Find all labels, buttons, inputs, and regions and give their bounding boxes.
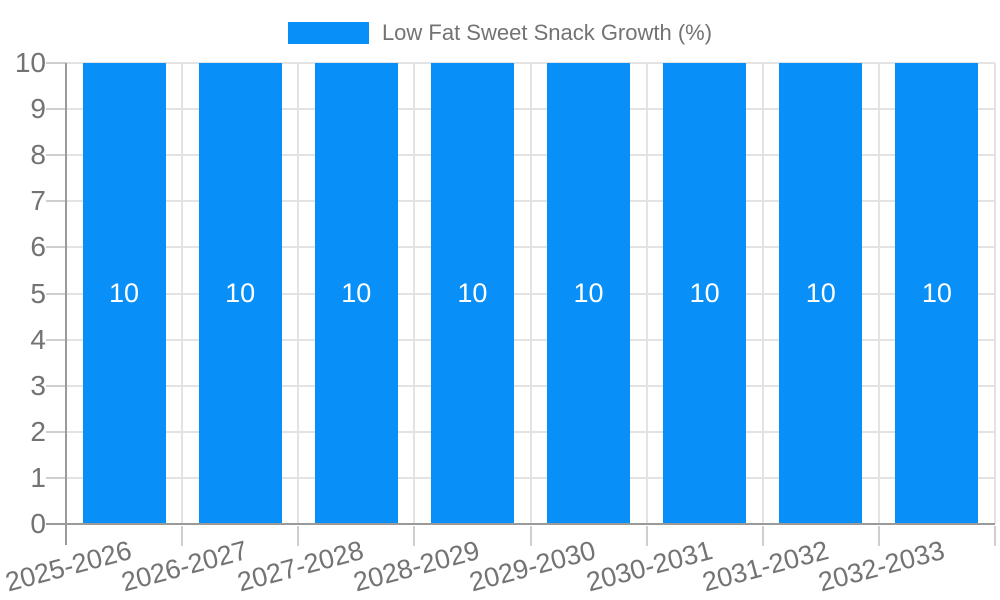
x-tick-label: 2031-2032 <box>698 535 832 598</box>
legend-swatch-icon <box>287 22 369 44</box>
x-tick-label: 2027-2028 <box>234 535 367 598</box>
bar-value-label: 10 <box>457 278 488 308</box>
y-tick-label: 0 <box>30 508 46 539</box>
bar-value-label: 10 <box>805 278 836 308</box>
x-tick-label: 2025-2026 <box>2 535 135 598</box>
x-tick-label: 2029-2030 <box>466 535 600 598</box>
bar[interactable]: 10 <box>314 63 398 524</box>
y-axis-line <box>65 63 67 545</box>
y-tick-label: 9 <box>30 93 46 125</box>
x-axis-line <box>46 523 995 525</box>
x-tick-label: 2028-2029 <box>350 535 483 598</box>
x-axis-tick <box>761 526 764 546</box>
bar-value-label: 10 <box>225 278 256 308</box>
bar[interactable]: 10 <box>198 63 282 524</box>
legend[interactable]: Low Fat Sweet Snack Growth (%) <box>0 20 1000 46</box>
y-axis-tick <box>46 200 66 203</box>
y-axis-tick <box>46 246 66 249</box>
x-tick-label: 2032-2033 <box>814 535 948 598</box>
bar[interactable]: 10 <box>82 63 166 524</box>
x-axis-tick <box>877 526 880 546</box>
gridline-vertical <box>994 63 996 524</box>
y-tick-label: 6 <box>30 231 46 263</box>
x-axis-tick <box>645 526 648 546</box>
gridline-vertical <box>877 63 880 524</box>
x-tick-label: 2026-2027 <box>118 535 251 598</box>
gridline-vertical <box>297 63 300 524</box>
bar[interactable]: 10 <box>663 63 747 524</box>
gridline-vertical <box>761 63 764 524</box>
y-tick-label: 5 <box>30 277 46 309</box>
bar[interactable]: 10 <box>430 63 514 524</box>
gridline-vertical <box>181 63 184 524</box>
bar[interactable]: 10 <box>895 63 979 524</box>
y-tick-label: 1 <box>30 461 46 493</box>
y-axis-tick <box>46 430 66 433</box>
bar-value-label: 10 <box>573 278 604 308</box>
x-axis-tick <box>529 526 532 546</box>
y-axis-tick <box>46 292 66 295</box>
bar-value-label: 10 <box>921 278 952 308</box>
y-axis-tick <box>46 108 66 111</box>
y-axis-tick <box>46 476 66 479</box>
legend-label: Low Fat Sweet Snack Growth (%) <box>381 20 713 45</box>
bar[interactable]: 10 <box>779 63 863 524</box>
y-tick-label: 7 <box>30 185 46 217</box>
gridline-vertical <box>645 63 648 524</box>
y-tick-label: 2 <box>30 415 46 447</box>
gridline-vertical <box>529 63 532 524</box>
x-axis-tick <box>297 526 300 546</box>
x-tick-label: 2030-2031 <box>582 535 716 598</box>
x-axis-tick <box>994 526 996 546</box>
bar[interactable]: 10 <box>547 63 631 524</box>
y-axis-tick <box>46 384 66 387</box>
y-tick-label: 3 <box>30 369 46 401</box>
y-axis-tick <box>46 62 66 64</box>
y-axis-tick <box>46 338 66 341</box>
y-axis-tick <box>46 154 66 157</box>
bar-value-label: 10 <box>341 278 372 308</box>
y-tick-label: 4 <box>30 323 46 355</box>
y-tick-label: 10 <box>14 47 46 78</box>
bar-value-label: 10 <box>109 278 140 308</box>
x-axis-tick <box>413 526 416 546</box>
x-axis-tick <box>181 526 184 546</box>
gridline-vertical <box>413 63 416 524</box>
y-tick-label: 8 <box>30 139 46 171</box>
bar-value-label: 10 <box>689 278 720 308</box>
